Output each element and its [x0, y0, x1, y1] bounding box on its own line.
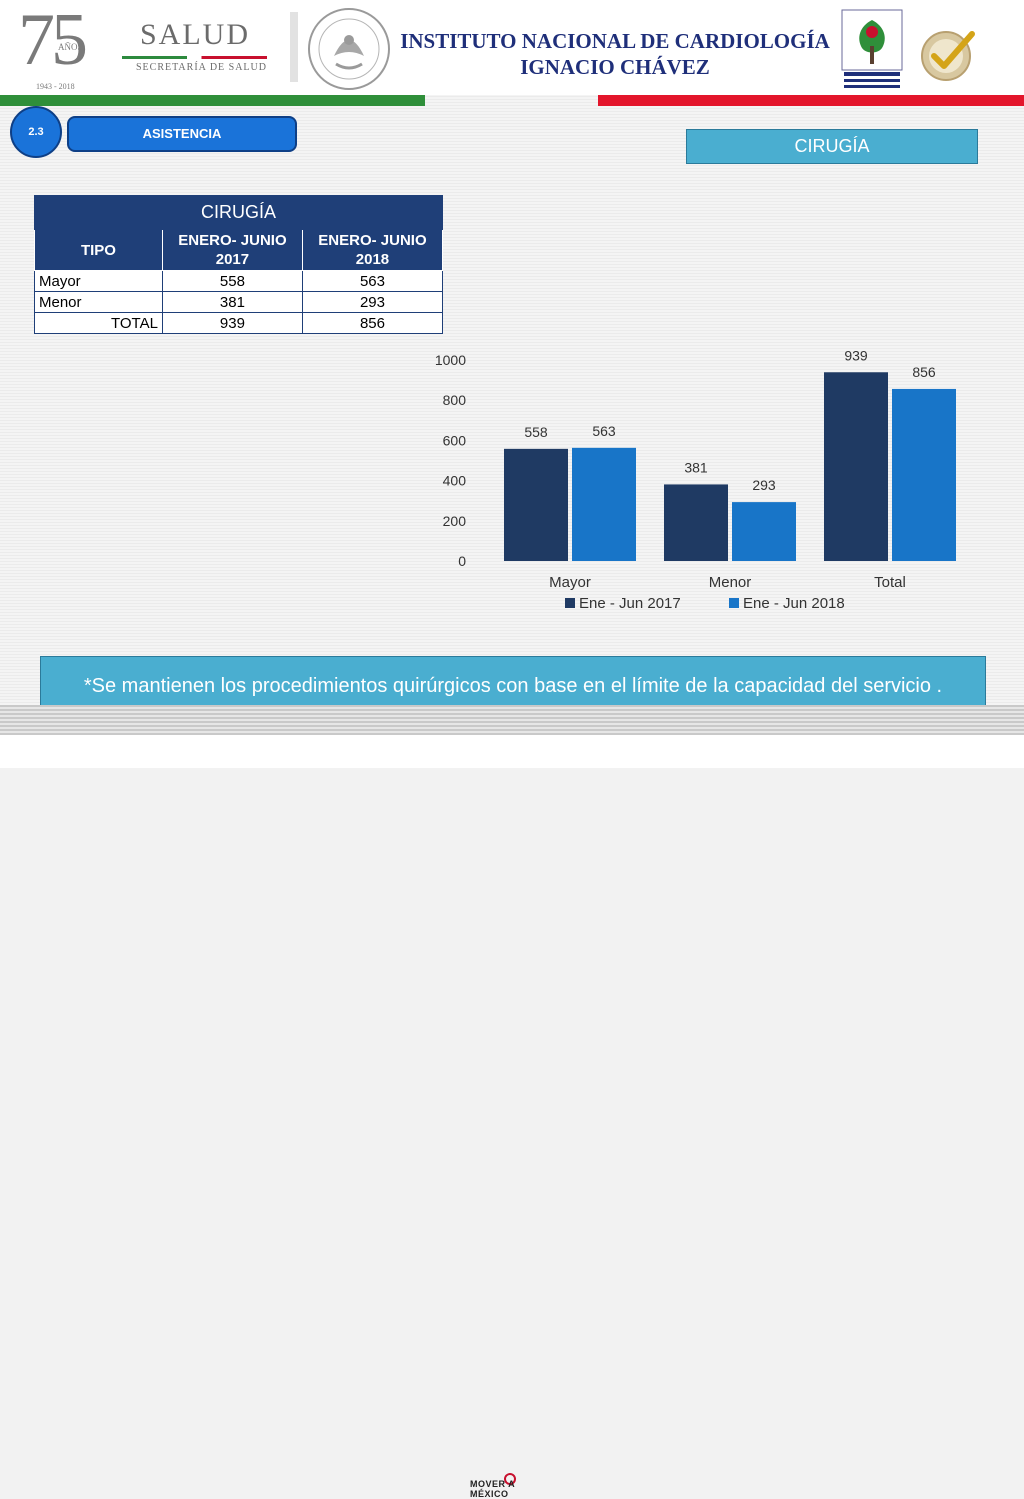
x-tick-label: Mayor — [549, 574, 591, 591]
mover-mexico-logo: MOVER A MÉXICO — [470, 1473, 550, 1499]
table-cell-2017: 558 — [161, 270, 303, 292]
y-tick-label: 800 — [443, 392, 467, 408]
section-number-badge: 2.3 — [10, 106, 62, 158]
table-header-2018: ENERO- JUNIO 2018 — [301, 229, 444, 271]
salud-logo: SALUD SECRETARÍA DE SALUD — [122, 18, 272, 78]
table-header-tipo: TIPO — [34, 229, 163, 271]
x-tick-label: Total — [874, 574, 906, 591]
table-cell-2018: 563 — [301, 270, 444, 292]
institute-title: INSTITUTO NACIONAL DE CARDIOLOGÍA IGNACI… — [380, 28, 850, 80]
table-row: Mayor 558 563 — [34, 270, 444, 292]
table-header-row: TIPO ENERO- JUNIO 2017 ENERO- JUNIO 2018 — [34, 229, 444, 271]
bar — [824, 372, 888, 561]
certification-seal-icon — [921, 31, 975, 81]
y-tick-label: 1000 — [435, 352, 466, 368]
anniversary-years: 1943 - 2018 — [36, 82, 75, 91]
legend-label: Ene - Jun 2018 — [743, 595, 845, 612]
mover-mexico-text: MOVER A MÉXICO — [470, 1479, 515, 1499]
table-row: TOTAL 939 856 — [34, 312, 444, 334]
table-title: CIRUGÍA — [34, 195, 443, 230]
table-title-row: CIRUGÍA — [34, 195, 443, 230]
anniversary-word: AÑOS — [58, 42, 83, 52]
bar — [732, 502, 796, 561]
anniversary-number: 75 — [18, 0, 88, 81]
salud-flag-line — [122, 56, 267, 59]
data-label: 856 — [912, 364, 936, 380]
table-cell-2017: 939 — [161, 312, 303, 334]
bar — [892, 388, 956, 561]
y-tick-label: 400 — [443, 473, 467, 489]
data-label: 939 — [844, 347, 868, 363]
footer-band — [0, 705, 1024, 735]
salud-subtitle: SECRETARÍA DE SALUD — [136, 62, 267, 73]
y-tick-label: 600 — [443, 432, 467, 448]
surgery-bar-chart: 0 200 400 600 800 1000 558 563 Mayor 381 293 Menor 9… — [435, 347, 956, 612]
header: 75 AÑOS 1943 - 2018 SALUD SECRETARÍA DE … — [0, 0, 1024, 95]
legend-label: Ene - Jun 2017 — [579, 595, 681, 612]
legend-swatch — [729, 598, 739, 608]
table-cell-2017: 381 — [161, 291, 303, 313]
salud-title: SALUD — [140, 18, 251, 51]
table-cell-type: Menor — [34, 291, 163, 313]
x-tick-label: Menor — [709, 574, 752, 591]
table-cell-type: TOTAL — [34, 312, 163, 334]
y-tick-label: 200 — [443, 513, 467, 529]
table-cell-2018: 293 — [301, 291, 444, 313]
y-tick-label: 0 — [458, 553, 466, 569]
table-row: Menor 381 293 — [34, 291, 444, 313]
data-label: 293 — [752, 477, 776, 493]
section-name-pill: ASISTENCIA — [67, 116, 297, 152]
footer: MOVER A MÉXICO — [0, 735, 1024, 1499]
table-cell-type: Mayor — [34, 270, 163, 292]
institute-name: INSTITUTO NACIONAL DE CARDIOLOGÍA — [400, 29, 830, 53]
green-flag-bar — [0, 95, 425, 106]
mexican-seal-icon — [308, 8, 390, 90]
data-label: 563 — [592, 423, 616, 439]
topic-label: CIRUGÍA — [686, 129, 978, 164]
anniversary-logo: 75 AÑOS 1943 - 2018 — [14, 0, 114, 92]
data-label: 381 — [684, 459, 708, 475]
institute-logo-icon — [841, 9, 903, 88]
table-cell-2018: 856 — [301, 312, 444, 334]
bar — [572, 447, 636, 561]
surgery-table: CIRUGÍA TIPO ENERO- JUNIO 2017 ENERO- JU… — [34, 195, 444, 334]
header-divider — [290, 12, 298, 82]
bar — [504, 448, 568, 561]
bar — [664, 484, 728, 561]
institute-person: IGNACIO CHÁVEZ — [520, 55, 710, 79]
table-header-2017: ENERO- JUNIO 2017 — [161, 229, 303, 271]
data-label: 558 — [524, 424, 548, 440]
legend-swatch — [565, 598, 575, 608]
red-flag-bar — [598, 95, 1024, 106]
